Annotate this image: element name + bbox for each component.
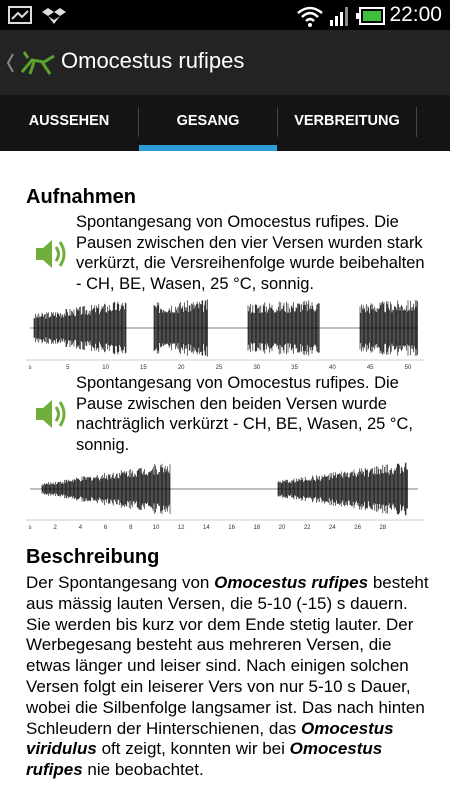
time-tick-label: 28: [379, 525, 386, 531]
species-name: Omocestus rufipes: [26, 739, 383, 780]
text-run: besteht aus mässig lauten Versen, die 5-…: [26, 573, 429, 738]
time-tick-label: 22: [304, 525, 311, 531]
screen-title: Omocestus rufipes: [61, 48, 245, 73]
section-heading: Aufnahmen: [26, 186, 136, 208]
species-name: Omocestus rufipes: [214, 573, 369, 592]
time-tick-label: 8: [129, 525, 133, 531]
time-tick-label: 24: [329, 525, 336, 531]
tab[interactable]: GESANG: [139, 95, 277, 151]
text-run: oft zeigt, konnten wir bei: [96, 739, 290, 759]
tab-bar: AUSSEHEN GESANG VERBREITUNG: [0, 95, 450, 151]
tab[interactable]: VERBREITUNG: [294, 113, 400, 129]
description-text: Der Spontangesang von Omocestus rufipes …: [26, 573, 436, 781]
speaker-icon: [36, 400, 52, 428]
up-button[interactable]: [4, 48, 58, 78]
tab[interactable]: AUSSEHEN: [28, 113, 110, 129]
time-tick-label: 6: [104, 525, 108, 531]
speaker-icon: [36, 240, 52, 268]
recording-description: Spontangesang von Omocestus rufipes. Die…: [76, 374, 414, 454]
time-tick-label: 14: [203, 525, 210, 531]
time-tick-label: 40: [329, 365, 336, 371]
system-icons: [297, 6, 385, 27]
waveform: s 2 4 6 8 10 12 14 16 18 20 22 24 26 28: [26, 462, 424, 531]
time-tick-label: 10: [102, 365, 109, 371]
time-tick-label: 2: [54, 525, 58, 531]
time-tick-label: 20: [279, 525, 286, 531]
notification-icons: [8, 6, 66, 24]
waveform: s 5 10 15 20 25 30 35 40 45 50: [26, 299, 424, 371]
text-run: nie beobachtet.: [82, 760, 204, 780]
time-tick-label: 12: [178, 525, 185, 531]
tab-divider: [416, 107, 417, 137]
waveform-trace: [30, 299, 418, 357]
text-run: Der Spontangesang von: [26, 573, 215, 592]
clock: 22:00: [389, 3, 442, 26]
sound-waves: [54, 401, 66, 427]
time-tick-label: 30: [253, 365, 260, 371]
time-tick-label: 50: [405, 365, 412, 371]
species-name: Omocestus viridulus: [26, 718, 394, 759]
waveform-trace: [30, 462, 418, 516]
time-tick-label: 45: [367, 365, 374, 371]
recording-description: Spontangesang von Omocestus rufipes. Die…: [76, 213, 425, 293]
section-heading: Beschreibung: [26, 546, 160, 568]
time-tick-label: 20: [178, 365, 185, 371]
play-button[interactable]: [34, 236, 70, 272]
time-tick-label: s: [29, 525, 32, 531]
sound-waves: [54, 241, 66, 267]
time-tick-label: 16: [228, 525, 235, 531]
status-bar: 22:00: [0, 0, 450, 30]
time-tick-label: 35: [291, 365, 298, 371]
time-tick-label: 26: [354, 525, 361, 531]
tab-divider: [138, 107, 139, 137]
time-tick-label: 25: [216, 365, 223, 371]
action-bar: Omocestus rufipes: [0, 30, 450, 95]
time-tick-label: 5: [66, 365, 70, 371]
time-tick-label: 15: [140, 365, 147, 371]
time-tick-label: 10: [153, 525, 160, 531]
time-tick-label: 4: [79, 525, 83, 531]
tab-divider: [277, 107, 278, 137]
play-button[interactable]: [34, 396, 70, 432]
time-tick-label: s: [29, 365, 32, 371]
time-tick-label: 18: [253, 525, 260, 531]
